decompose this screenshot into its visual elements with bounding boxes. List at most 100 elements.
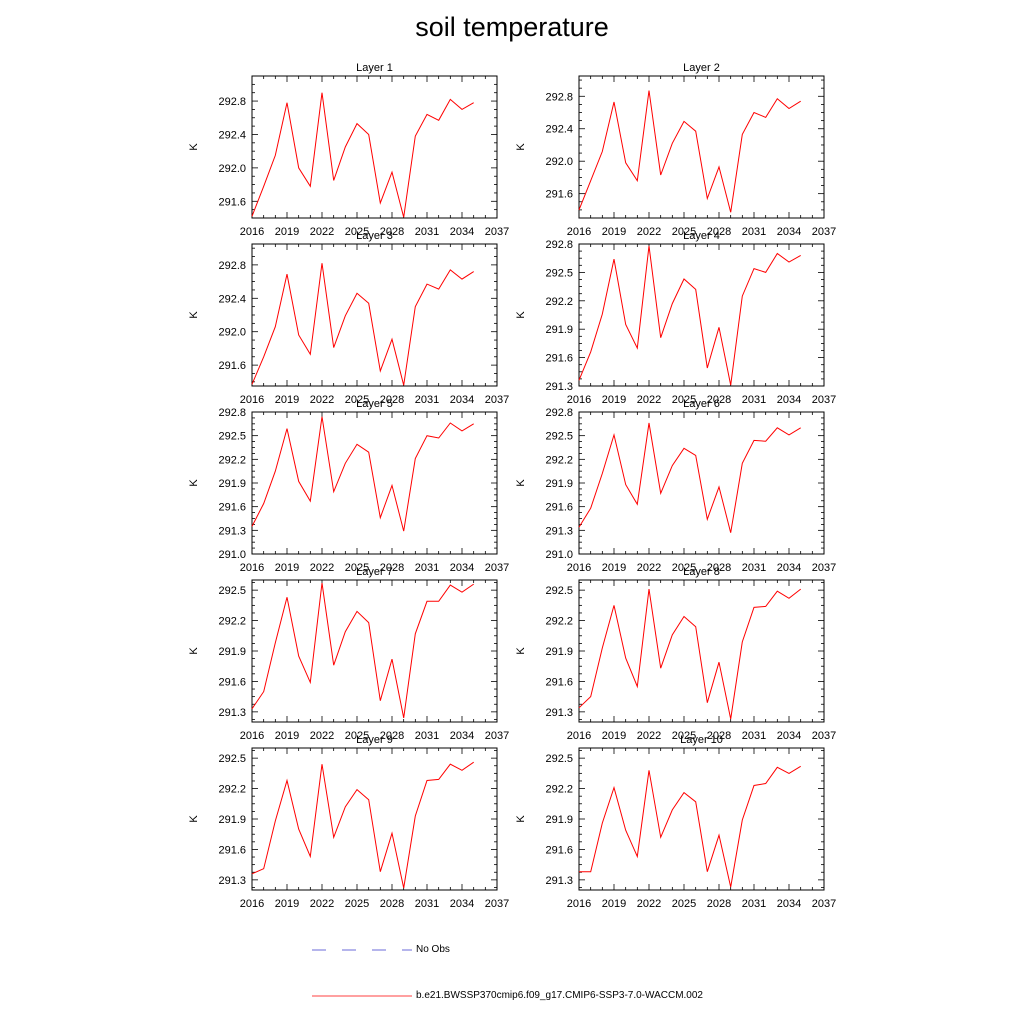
y-tick-label: 291.6 bbox=[218, 196, 246, 208]
y-tick-label: 292.8 bbox=[545, 91, 573, 103]
y-tick-label: 292.8 bbox=[218, 407, 246, 419]
y-tick-label: 292.5 bbox=[545, 585, 573, 597]
x-tick-label: 2025 bbox=[345, 898, 369, 910]
x-tick-label: 2025 bbox=[345, 562, 369, 574]
x-tick-label: 2034 bbox=[450, 898, 474, 910]
y-tick-label: 292.2 bbox=[545, 616, 573, 628]
x-tick-label: 2025 bbox=[672, 562, 696, 574]
y-tick-label: 292.8 bbox=[218, 260, 246, 272]
x-tick-label: 2031 bbox=[415, 394, 439, 406]
x-tick-label: 2016 bbox=[567, 394, 591, 406]
y-tick-label: 291.3 bbox=[218, 875, 246, 887]
x-tick-label: 2019 bbox=[602, 562, 626, 574]
x-tick-label: 2028 bbox=[380, 394, 404, 406]
x-tick-label: 2028 bbox=[707, 394, 731, 406]
x-tick-label: 2025 bbox=[672, 226, 696, 238]
x-tick-label: 2034 bbox=[450, 226, 474, 238]
x-tick-label: 2037 bbox=[812, 226, 836, 238]
y-tick-label: 292.5 bbox=[218, 585, 246, 597]
x-tick-label: 2016 bbox=[567, 898, 591, 910]
panel-layer-1: Layer 1 K 2016 2019 2022 2025 2028 2031 2034 2037… bbox=[188, 62, 509, 238]
panel-layer-7: Layer 7 K 2016 2019 2022 2025 2028 2031 2034 2037… bbox=[188, 566, 509, 742]
panel-title: Layer 7 bbox=[356, 566, 393, 578]
x-tick-label: 2037 bbox=[485, 730, 509, 742]
y-tick-label: 291.3 bbox=[545, 875, 573, 887]
x-tick-label: 2025 bbox=[345, 394, 369, 406]
y-tick-label: 292.8 bbox=[545, 407, 573, 419]
plot-frame bbox=[578, 579, 825, 723]
x-tick-label: 2034 bbox=[450, 562, 474, 574]
x-tick-label: 2022 bbox=[310, 562, 334, 574]
x-tick-label: 2025 bbox=[345, 730, 369, 742]
y-axis-label: K bbox=[515, 647, 527, 655]
x-tick-label: 2037 bbox=[485, 394, 509, 406]
y-tick-label: 291.3 bbox=[218, 707, 246, 719]
x-tick-label: 2019 bbox=[275, 562, 299, 574]
y-tick-label: 292.4 bbox=[218, 293, 246, 305]
x-tick-label: 2016 bbox=[240, 394, 264, 406]
y-tick-label: 291.9 bbox=[545, 646, 573, 658]
y-tick-label: 292.2 bbox=[218, 784, 246, 796]
y-tick-label: 291.6 bbox=[218, 502, 246, 514]
y-tick-label: 291.6 bbox=[545, 502, 573, 514]
x-tick-label: 2028 bbox=[380, 562, 404, 574]
y-axis-label: K bbox=[188, 479, 200, 487]
series-line bbox=[578, 245, 801, 386]
y-tick-label: 292.5 bbox=[218, 753, 246, 765]
legend-model-label: b.e21.BWSSP370cmip6.f09_g17.CMIP6-SSP3-7… bbox=[416, 990, 703, 1001]
x-tick-label: 2037 bbox=[485, 898, 509, 910]
x-tick-label: 2031 bbox=[742, 562, 766, 574]
y-tick-label: 291.3 bbox=[545, 707, 573, 719]
x-tick-label: 2025 bbox=[345, 226, 369, 238]
plot-frame bbox=[578, 243, 825, 387]
x-tick-label: 2037 bbox=[485, 226, 509, 238]
x-tick-label: 2016 bbox=[240, 226, 264, 238]
panel-title: Layer 3 bbox=[356, 230, 393, 242]
panel-title: Layer 6 bbox=[683, 398, 720, 410]
x-tick-label: 2019 bbox=[275, 898, 299, 910]
x-tick-label: 2022 bbox=[637, 898, 661, 910]
x-tick-label: 2028 bbox=[380, 898, 404, 910]
y-tick-label: 292.2 bbox=[545, 784, 573, 796]
x-tick-label: 2034 bbox=[777, 562, 801, 574]
page-title: soil temperature bbox=[415, 12, 609, 42]
x-tick-label: 2034 bbox=[450, 394, 474, 406]
x-tick-label: 2028 bbox=[707, 898, 731, 910]
y-tick-label: 292.5 bbox=[545, 753, 573, 765]
legend-obs-label: No Obs bbox=[416, 944, 450, 955]
y-tick-label: 291.9 bbox=[218, 478, 246, 490]
y-tick-label: 291.0 bbox=[218, 549, 246, 561]
plot-frame bbox=[578, 747, 825, 891]
x-tick-label: 2037 bbox=[485, 562, 509, 574]
x-tick-label: 2031 bbox=[742, 898, 766, 910]
y-tick-label: 291.3 bbox=[218, 525, 246, 537]
x-tick-label: 2016 bbox=[240, 730, 264, 742]
x-tick-label: 2031 bbox=[415, 730, 439, 742]
x-tick-label: 2031 bbox=[742, 394, 766, 406]
y-axis-label: K bbox=[188, 647, 200, 655]
series-line bbox=[251, 263, 474, 386]
y-tick-label: 291.6 bbox=[545, 353, 573, 365]
series-line bbox=[579, 765, 801, 888]
x-tick-label: 2019 bbox=[275, 226, 299, 238]
x-tick-label: 2025 bbox=[672, 394, 696, 406]
y-tick-label: 292.2 bbox=[218, 616, 246, 628]
y-tick-label: 292.4 bbox=[218, 129, 246, 141]
x-tick-label: 2028 bbox=[707, 226, 731, 238]
panel-title: Layer 9 bbox=[356, 734, 393, 746]
x-tick-label: 2016 bbox=[567, 730, 591, 742]
plot-frame bbox=[578, 75, 825, 219]
y-tick-label: 291.6 bbox=[218, 676, 246, 688]
x-tick-label: 2034 bbox=[450, 730, 474, 742]
plot-frame bbox=[251, 75, 498, 219]
x-tick-label: 2016 bbox=[240, 898, 264, 910]
x-tick-label: 2025 bbox=[672, 898, 696, 910]
y-tick-label: 292.2 bbox=[218, 454, 246, 466]
x-tick-label: 2022 bbox=[637, 394, 661, 406]
panel-layer-6: Layer 6 K 2016 2019 2022 2025 2028 2031 2034 2037… bbox=[515, 398, 836, 574]
x-tick-label: 2034 bbox=[777, 226, 801, 238]
x-tick-label: 2031 bbox=[742, 226, 766, 238]
panel-title: Layer 4 bbox=[683, 230, 720, 242]
y-tick-label: 292.2 bbox=[545, 454, 573, 466]
